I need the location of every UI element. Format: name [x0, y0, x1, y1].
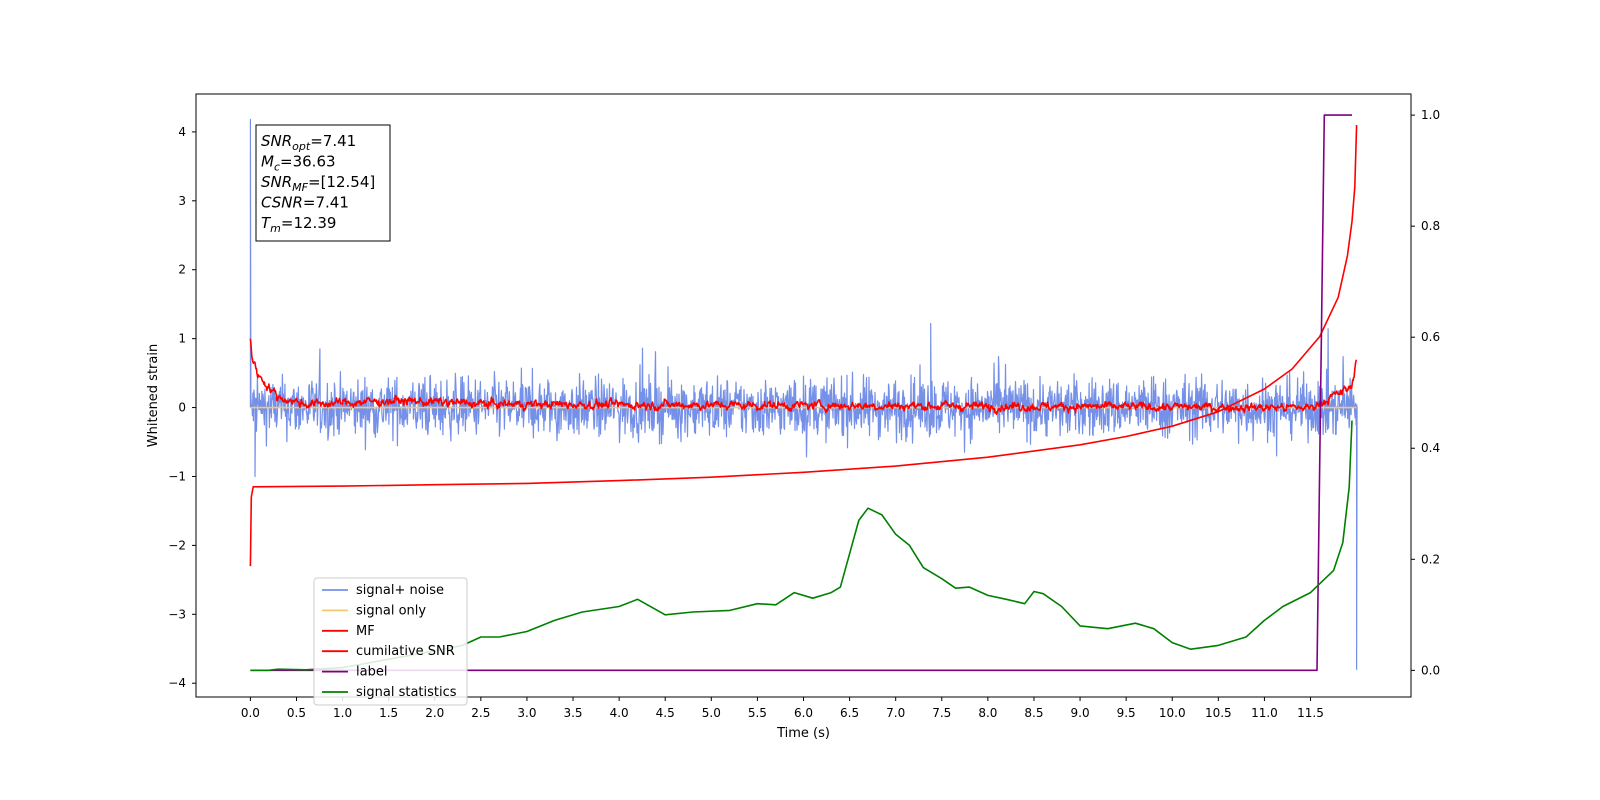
stats-annotation-box: SNRopt=7.41Mc=36.63SNRMF=[12.54]CSNR=7.4… — [255, 124, 391, 242]
y-tick-label: −4 — [168, 676, 186, 690]
legend: signal+ noise signal only MF cumilative SNR… — [313, 577, 468, 706]
annotation-symbol: T — [261, 214, 272, 232]
annotation-value: =7.41 — [303, 194, 349, 212]
y-axis-label: Whitened strain — [146, 344, 161, 447]
annotation-line: Mc=36.63 — [261, 153, 336, 174]
y2-tick-label: 0.8 — [1421, 219, 1440, 233]
x-tick-label: 0.0 — [241, 706, 260, 720]
x-tick-label: 9.5 — [1117, 706, 1136, 720]
x-tick-label: 8.5 — [1024, 706, 1043, 720]
plot-series — [249, 114, 1358, 672]
x-tick-label: 11.5 — [1297, 706, 1324, 720]
annotation-subscript: MF — [292, 181, 308, 194]
y2-tick-label: 1.0 — [1421, 108, 1440, 122]
annotation-line: CSNR=7.41 — [261, 194, 349, 212]
x-tick-label: 0.5 — [287, 706, 306, 720]
x-axis-label: Time (s) — [776, 726, 830, 741]
x-tick-label: 5.0 — [702, 706, 721, 720]
y-tick-label: −3 — [168, 607, 186, 621]
y2-axis-ticks: 0.0 0.2 0.4 0.6 0.8 1.0 — [1411, 108, 1440, 677]
annotation-subscript: m — [270, 222, 281, 235]
annotation-value: =7.41 — [310, 132, 356, 150]
y2-tick-label: 0.0 — [1421, 663, 1440, 677]
x-axis-ticks: 0.0 0.5 1.0 1.5 2.0 2.5 3.0 3.5 4.0 4.5 5.0 5.5 6.0 6… — [241, 697, 1324, 720]
legend-frame — [313, 577, 468, 706]
annotation-value: =36.63 — [280, 153, 336, 171]
x-tick-label: 9.0 — [1071, 706, 1090, 720]
annotation-symbol: SNR — [261, 132, 292, 150]
annotation-line: SNRMF=[12.54] — [261, 173, 375, 194]
annotation-subscript: c — [274, 161, 280, 174]
x-tick-label: 4.5 — [656, 706, 675, 720]
x-tick-label: 3.5 — [563, 706, 582, 720]
annotation-line: Tm=12.39 — [261, 214, 336, 235]
y2-tick-label: 0.2 — [1421, 552, 1440, 566]
annotation-value: =[12.54] — [308, 173, 375, 191]
annotation-line: SNRopt=7.41 — [261, 132, 356, 153]
x-tick-label: 6.5 — [840, 706, 859, 720]
legend-entry: MF — [356, 624, 375, 639]
x-tick-label: 2.5 — [471, 706, 490, 720]
annotation-frame — [255, 124, 391, 242]
legend-entry: signal only — [356, 603, 426, 618]
x-tick-label: 10.5 — [1205, 706, 1232, 720]
y-axis-ticks: −4 −3 −2 −1 0 1 2 3 4 — [168, 125, 196, 690]
x-tick-label: 10.0 — [1159, 706, 1186, 720]
y-tick-label: −2 — [168, 538, 186, 552]
y-tick-label: −1 — [168, 469, 186, 483]
x-tick-label: 1.5 — [379, 706, 398, 720]
annotation-symbol: CSNR — [261, 194, 303, 212]
y-tick-label: 0 — [178, 401, 186, 415]
legend-entry: cumilative SNR — [356, 644, 455, 659]
annotation-value: =12.39 — [281, 214, 337, 232]
y2-tick-label: 0.4 — [1421, 441, 1440, 455]
series-line-5 — [250, 420, 1353, 672]
y2-tick-label: 0.6 — [1421, 330, 1440, 344]
x-tick-label: 1.0 — [333, 706, 352, 720]
series-line-4 — [250, 114, 1352, 672]
series-line-2 — [249, 338, 1358, 415]
legend-entry: label — [356, 665, 387, 680]
x-tick-label: 7.5 — [932, 706, 951, 720]
x-tick-label: 5.5 — [748, 706, 767, 720]
annotation-subscript: opt — [292, 140, 311, 153]
x-tick-label: 7.0 — [886, 706, 905, 720]
y-tick-label: 1 — [178, 332, 186, 346]
y-tick-label: 2 — [178, 263, 186, 277]
x-tick-label: 2.0 — [425, 706, 444, 720]
annotation-symbol: SNR — [261, 173, 292, 191]
y-tick-label: 4 — [178, 125, 186, 139]
x-tick-label: 11.0 — [1251, 706, 1278, 720]
x-tick-label: 4.0 — [610, 706, 629, 720]
series-line-3 — [249, 124, 1358, 567]
x-tick-label: 6.0 — [794, 706, 813, 720]
legend-entry: signal+ noise — [356, 583, 444, 598]
x-tick-label: 8.0 — [978, 706, 997, 720]
legend-entry: signal statistics — [356, 685, 457, 700]
y-tick-label: 3 — [178, 194, 186, 208]
annotation-symbol: M — [261, 153, 274, 171]
x-tick-label: 3.0 — [517, 706, 536, 720]
